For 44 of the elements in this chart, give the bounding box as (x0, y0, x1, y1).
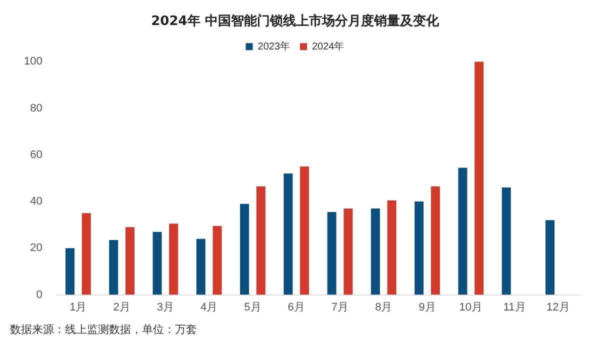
bar (240, 204, 250, 295)
bar (169, 224, 178, 295)
x-tick-label: 5月 (244, 301, 262, 314)
x-tick-label: 2月 (113, 301, 130, 314)
x-tick-label: 7月 (331, 301, 349, 314)
x-tick-label: 12月 (546, 301, 570, 314)
y-tick-label: 80 (30, 102, 42, 114)
x-tick-label: 1月 (70, 301, 87, 314)
x-tick-label: 11月 (503, 301, 526, 314)
bar (370, 208, 380, 295)
x-tick-label: 4月 (200, 301, 218, 314)
legend-label: 2024年 (312, 40, 344, 52)
x-tick-label: 6月 (288, 301, 305, 314)
bar (284, 174, 293, 295)
bar (300, 166, 310, 295)
bar (430, 186, 440, 295)
bar (256, 186, 266, 295)
bar (327, 212, 336, 295)
y-tick-label: 20 (30, 242, 42, 254)
x-tick-label: 8月 (375, 301, 392, 314)
bar (458, 168, 468, 295)
bar (82, 213, 91, 295)
x-tick-label: 3月 (156, 301, 174, 314)
bar (344, 208, 353, 295)
bar (387, 200, 396, 295)
x-tick-label: 9月 (418, 301, 436, 314)
bar (546, 220, 554, 295)
bar (109, 240, 118, 295)
y-tick-label: 40 (30, 196, 42, 208)
legend-label: 2023年 (258, 40, 290, 52)
bar (474, 62, 484, 295)
x-tick-label: 10月 (459, 301, 483, 314)
bar (414, 202, 424, 295)
bar (502, 188, 511, 295)
bar (152, 232, 162, 295)
bar (125, 227, 134, 295)
source-note: 数据来源：线上监测数据，单位：万套 (10, 322, 197, 337)
y-tick-label: 60 (30, 148, 42, 161)
y-tick-label: 100 (24, 56, 42, 68)
bar (212, 226, 222, 295)
chart-title: 2024年 中国智能门锁线上市场分月度销量及变化 (151, 13, 440, 30)
bar (65, 248, 74, 295)
y-tick-label: 0 (36, 288, 42, 301)
bar (196, 238, 206, 295)
